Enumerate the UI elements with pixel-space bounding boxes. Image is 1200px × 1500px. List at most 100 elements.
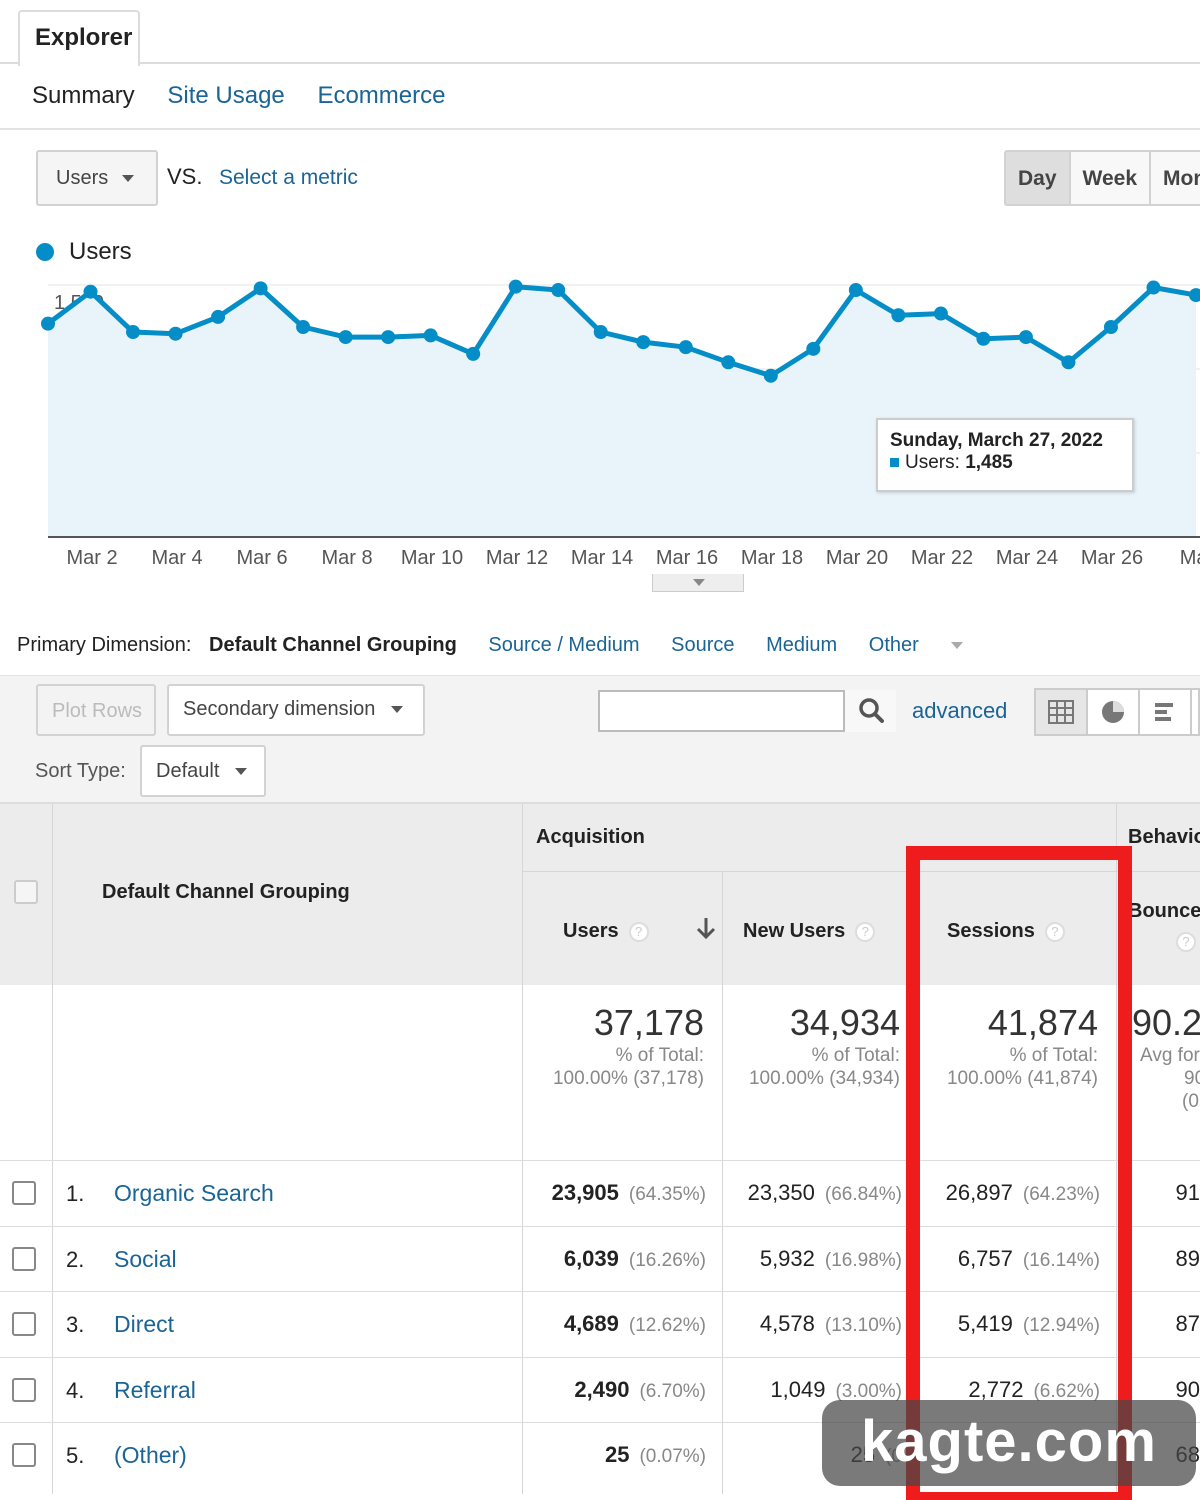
- sessions-value: 5,419: [957, 1311, 1013, 1336]
- period-week-button[interactable]: Week: [1070, 152, 1152, 204]
- tooltip-value: 1,485: [965, 452, 1013, 473]
- help-icon[interactable]: ?: [1044, 921, 1065, 942]
- new-users-percent: (3.00%): [835, 1381, 902, 1402]
- chart-area: [48, 286, 1196, 537]
- new-users-value: 5,932: [759, 1246, 815, 1271]
- chevron-down-icon: [391, 706, 404, 714]
- sessions-percent: (6.62%): [1033, 1381, 1100, 1402]
- select-all-checkbox[interactable]: [14, 880, 38, 904]
- acquisition-group-header: Acquisition: [536, 826, 645, 848]
- metric-dropdown[interactable]: Users: [36, 150, 158, 206]
- users-percent: (6.70%): [639, 1381, 706, 1402]
- users-percent: (12.62%): [628, 1315, 706, 1336]
- new-users-value: 4,578: [759, 1311, 815, 1336]
- bar-chart-icon: [1155, 703, 1173, 721]
- x-tick-label: Mar 10: [401, 547, 463, 569]
- tab-explorer[interactable]: Explorer: [18, 10, 140, 66]
- help-icon[interactable]: ?: [628, 921, 649, 942]
- data-point: [466, 346, 481, 361]
- secondary-dimension-label: Secondary dimension: [183, 698, 376, 720]
- sessions-column-label: Sessions: [947, 920, 1035, 942]
- dimension-source[interactable]: Source: [671, 634, 735, 656]
- period-day-button[interactable]: Day: [1006, 152, 1071, 204]
- data-point: [551, 283, 566, 298]
- bounce-cell: 89: [1175, 1246, 1200, 1271]
- vs-label: VS.: [167, 164, 203, 189]
- row-checkbox[interactable]: [12, 1181, 36, 1205]
- chart-resize-handle[interactable]: [652, 574, 744, 592]
- row-checkbox[interactable]: [12, 1312, 36, 1336]
- users-percent: (64.35%): [628, 1184, 706, 1205]
- sessions-cell: 26,897 (64.23%): [922, 1180, 1100, 1206]
- column-divider: [52, 804, 53, 1494]
- dimension-medium[interactable]: Medium: [766, 634, 838, 656]
- help-icon[interactable]: ?: [1176, 932, 1196, 952]
- sort-type-dropdown[interactable]: Default: [140, 745, 266, 797]
- data-point: [848, 283, 863, 298]
- sessions-value: 26,897: [945, 1180, 1013, 1205]
- subtab-summary[interactable]: Summary: [32, 82, 135, 109]
- column-divider: [1116, 804, 1117, 1494]
- users-cell: 6,039 (16.26%): [528, 1246, 706, 1272]
- table-view-button[interactable]: [1036, 690, 1088, 734]
- advanced-filter-link[interactable]: advanced: [912, 698, 1008, 723]
- users-column-header[interactable]: Users?: [563, 920, 649, 943]
- table-row: 2. Social 6,039 (16.26%) 5,932 (16.98%) 6,757 (…: [0, 1226, 1200, 1292]
- data-point: [83, 284, 98, 299]
- select-metric-link[interactable]: Select a metric: [219, 166, 358, 189]
- dimension-other-dropdown[interactable]: Other: [869, 634, 989, 656]
- new-users-cell: 1,049 (3.00%): [726, 1377, 902, 1403]
- row-channel-link[interactable]: Direct: [114, 1311, 175, 1337]
- pie-chart-icon: [1102, 701, 1124, 723]
- new-users-percent: (13.10%): [824, 1315, 902, 1336]
- highlight-box: [906, 846, 1132, 1500]
- subtab-ecommerce[interactable]: Ecommerce: [317, 82, 446, 109]
- sessions-column-header[interactable]: Sessions?: [947, 920, 1065, 943]
- search-button[interactable]: [843, 690, 896, 732]
- row-checkbox[interactable]: [12, 1247, 36, 1271]
- users-cell: 25 (0.07%): [528, 1442, 706, 1468]
- sessions-value: 2,772: [968, 1377, 1024, 1402]
- new-users-column-header[interactable]: New Users?: [743, 920, 876, 943]
- row-checkbox[interactable]: [12, 1443, 36, 1467]
- users-value: 4,689: [563, 1311, 619, 1336]
- data-point: [1189, 288, 1200, 303]
- sort-type-label: Sort Type:: [35, 760, 126, 782]
- bounce-column-header[interactable]: Bounce: [1128, 900, 1200, 922]
- row-channel-link[interactable]: Referral: [114, 1377, 196, 1403]
- row-checkbox[interactable]: [12, 1378, 36, 1402]
- x-tick-label: Mar 14: [571, 547, 633, 569]
- new-users-total-label: % of Total:: [811, 1045, 900, 1066]
- dimension-column-header[interactable]: Default Channel Grouping: [102, 881, 350, 903]
- subtab-site-usage[interactable]: Site Usage: [167, 82, 285, 109]
- row-channel-link[interactable]: Organic Search: [114, 1180, 274, 1206]
- sessions-cell: 2,772 (6.62%): [922, 1377, 1100, 1403]
- pie-view-button[interactable]: [1088, 690, 1140, 734]
- data-point: [933, 306, 948, 321]
- data-point: [678, 340, 693, 355]
- plot-rows-button[interactable]: Plot Rows: [36, 684, 156, 736]
- grid-icon: [1048, 700, 1074, 724]
- dimension-default-channel-grouping: Default Channel Grouping: [209, 634, 457, 656]
- row-number: 4.: [66, 1378, 85, 1403]
- users-percent: (0.07%): [639, 1446, 706, 1467]
- data-point: [1061, 355, 1076, 370]
- behavior-group-header: Behavio: [1128, 826, 1200, 848]
- row-channel-link[interactable]: Social: [114, 1246, 177, 1272]
- sessions-total-value: 41,874: [987, 1002, 1098, 1043]
- secondary-dimension-dropdown[interactable]: Secondary dimension: [167, 684, 425, 736]
- x-tick-label: Mar 16: [656, 547, 718, 569]
- sessions-total: 41,874 % of Total: 100.00% (41,874): [924, 1002, 1098, 1090]
- users-cell: 23,905 (64.35%): [528, 1180, 706, 1206]
- more-view-button[interactable]: [1192, 690, 1200, 734]
- series-line-users: [46, 284, 1197, 379]
- sort-descending-icon[interactable]: [695, 916, 717, 942]
- tooltip-series-swatch: [890, 458, 899, 468]
- help-icon[interactable]: ?: [855, 921, 876, 942]
- row-channel-link[interactable]: (Other): [114, 1442, 187, 1468]
- bar-view-button[interactable]: [1140, 690, 1192, 734]
- dimension-source-medium[interactable]: Source / Medium: [488, 634, 640, 656]
- period-month-button[interactable]: Mon: [1151, 152, 1200, 204]
- users-value: 25: [604, 1442, 630, 1467]
- row-number: 3.: [66, 1312, 85, 1337]
